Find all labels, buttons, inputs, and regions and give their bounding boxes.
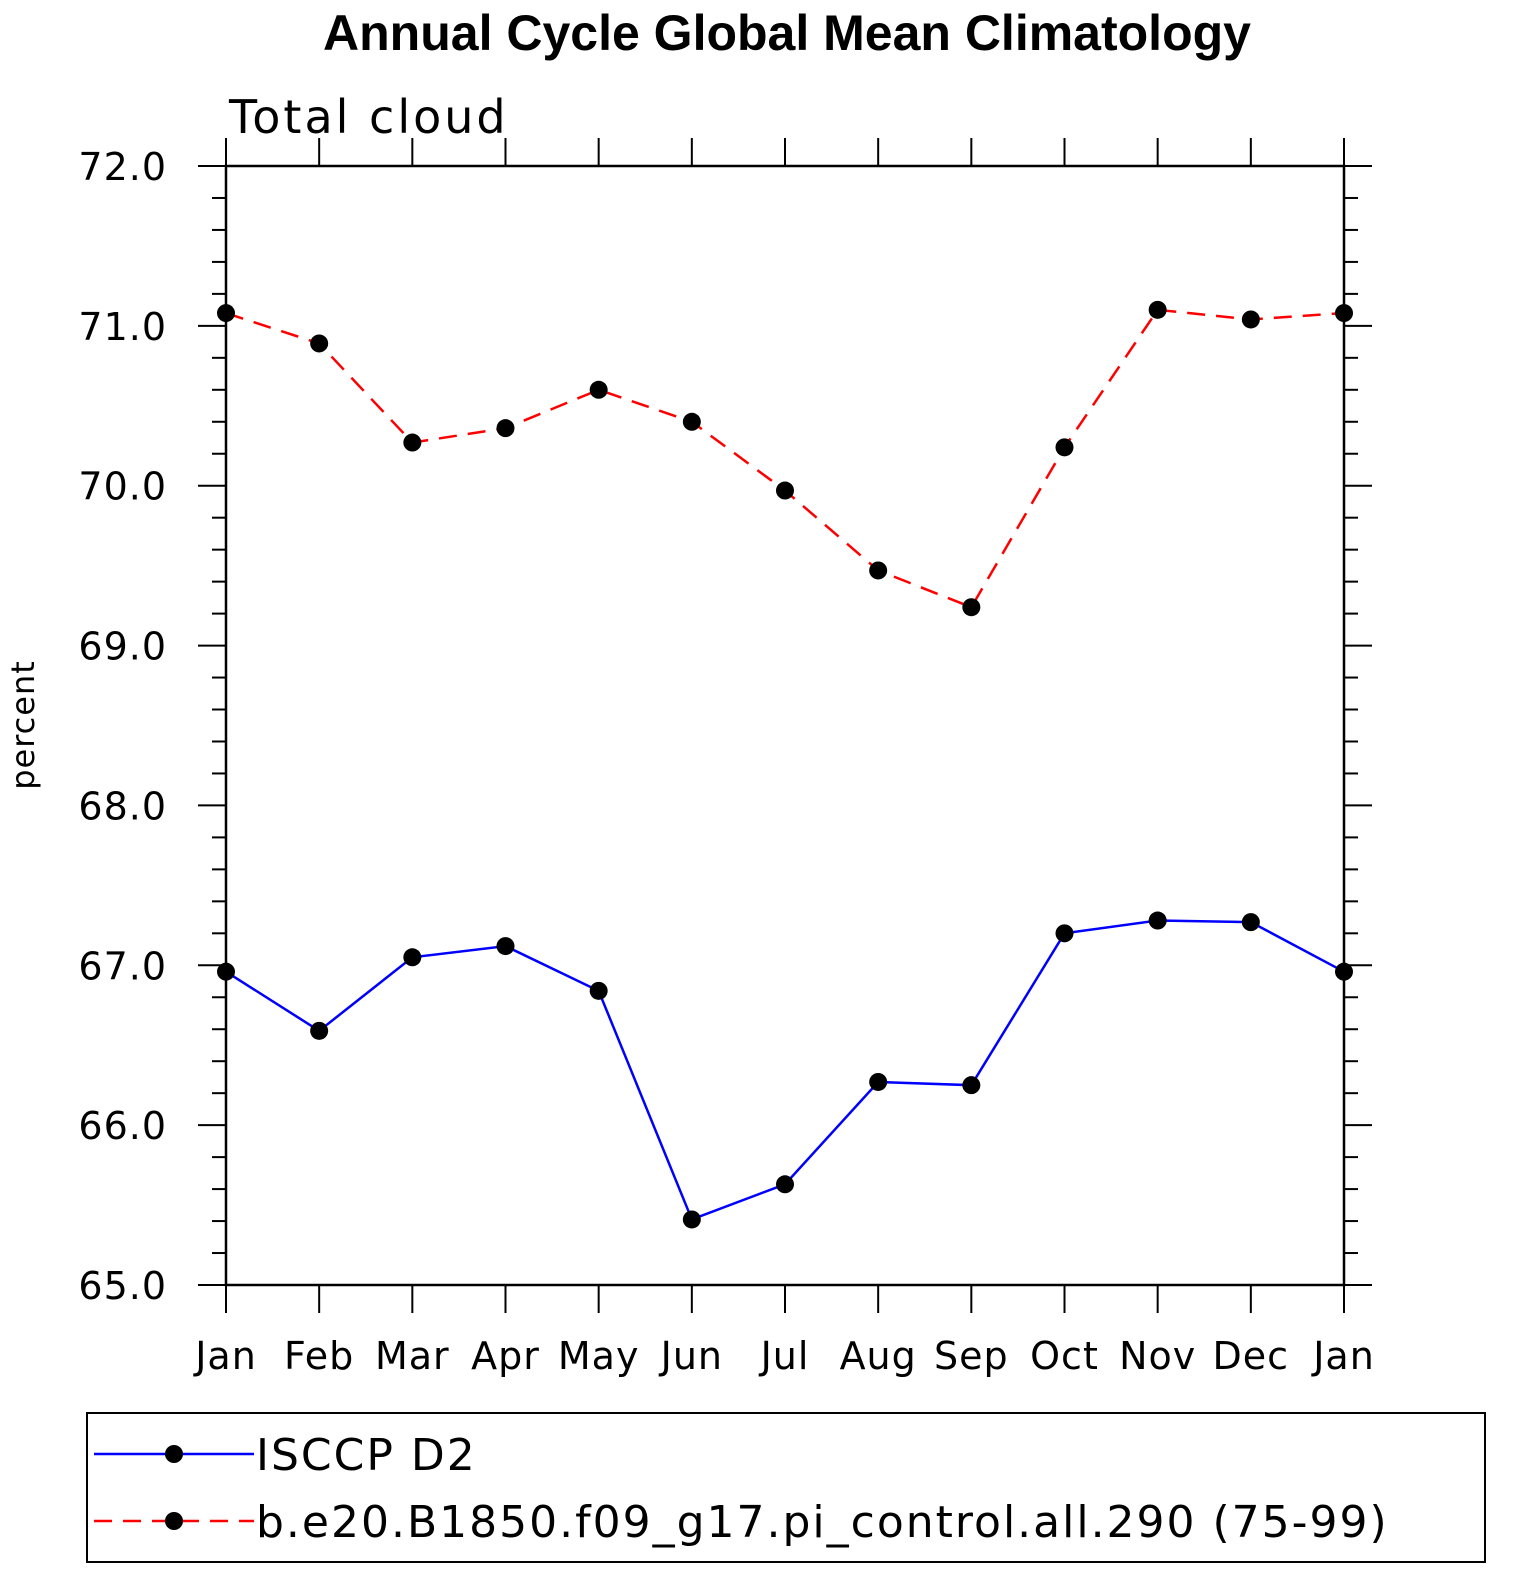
data-point-series-0 — [869, 1072, 888, 1091]
data-point-series-1 — [1055, 438, 1074, 457]
series-layer — [217, 300, 1353, 1229]
x-tick-label: Jan — [1311, 1334, 1375, 1378]
data-point-series-0 — [403, 948, 422, 967]
x-tick-label: Mar — [375, 1334, 450, 1378]
chart-title: Annual Cycle Global Mean Climatology — [323, 5, 1251, 61]
series-line-1 — [225, 308, 1345, 609]
data-point-series-0 — [310, 1021, 329, 1040]
data-point-series-0 — [776, 1175, 794, 1194]
data-point-series-1 — [776, 481, 794, 500]
data-point-series-0 — [682, 1210, 701, 1229]
legend-label-model: b.e20.B1850.f09_g17.pi_control.all.290 (… — [256, 1497, 1389, 1548]
x-tick-label: May — [558, 1334, 640, 1378]
data-point-series-1 — [496, 419, 515, 438]
y-tick-label: 70.0 — [78, 465, 167, 509]
y-tick-label: 69.0 — [78, 625, 167, 669]
data-point-series-1 — [217, 304, 235, 323]
series-line-0 — [225, 919, 1345, 1222]
x-tick-label: Jan — [193, 1334, 257, 1378]
plot-frame — [224, 164, 1346, 1287]
x-tick-label: Sep — [934, 1334, 1009, 1378]
x-tick-label: Jul — [759, 1334, 810, 1378]
data-point-series-1 — [682, 412, 701, 431]
legend-box — [86, 1412, 1486, 1563]
y-tick-label: 65.0 — [78, 1264, 167, 1308]
data-point-series-1 — [310, 334, 329, 353]
data-point-series-1 — [589, 380, 608, 399]
data-point-series-0 — [589, 981, 608, 1000]
data-point-series-1 — [403, 433, 422, 452]
data-point-series-1 — [1148, 300, 1167, 319]
data-point-series-0 — [1241, 913, 1260, 932]
data-point-series-1 — [962, 598, 981, 617]
axes: 65.0 66.0 67.0 68.0 69.0 70.0 71.0 72.0 Jan Feb Ma… — [78, 138, 1374, 1378]
data-point-series-0 — [1055, 924, 1074, 943]
y-tick-label: 71.0 — [78, 305, 167, 349]
legend: ISCCP D2 b.e20.B1850.f09_g17.pi_control.… — [86, 1412, 1486, 1563]
x-tick-label: Feb — [284, 1334, 354, 1378]
legend-label-isccp: ISCCP D2 — [256, 1430, 477, 1481]
y-tick-label: 68.0 — [78, 784, 167, 828]
data-point-series-0 — [496, 937, 515, 956]
chart-subtitle: Total cloud — [228, 90, 509, 144]
x-tick-label: Nov — [1119, 1334, 1196, 1378]
x-tick-label: Dec — [1213, 1334, 1290, 1378]
x-tick-label: Apr — [471, 1334, 540, 1378]
data-point-series-0 — [1148, 911, 1167, 930]
x-tick-label: Aug — [840, 1334, 917, 1378]
y-tick-label: 66.0 — [78, 1104, 167, 1148]
y-tick-label: 72.0 — [78, 145, 167, 189]
y-tick-label: 67.0 — [78, 944, 167, 988]
legend-swatch-marker-isccp — [165, 1445, 183, 1463]
x-tick-label: Jun — [659, 1334, 723, 1378]
x-tick-label: Oct — [1030, 1334, 1099, 1378]
data-point-series-0 — [217, 962, 235, 981]
data-point-series-1 — [1335, 304, 1353, 323]
y-axis-label: percent — [4, 660, 42, 790]
data-point-series-1 — [869, 561, 888, 580]
data-point-series-0 — [962, 1076, 981, 1095]
data-point-series-0 — [1335, 962, 1353, 981]
data-point-series-1 — [1241, 310, 1260, 329]
legend-swatch-marker-model — [165, 1512, 183, 1530]
